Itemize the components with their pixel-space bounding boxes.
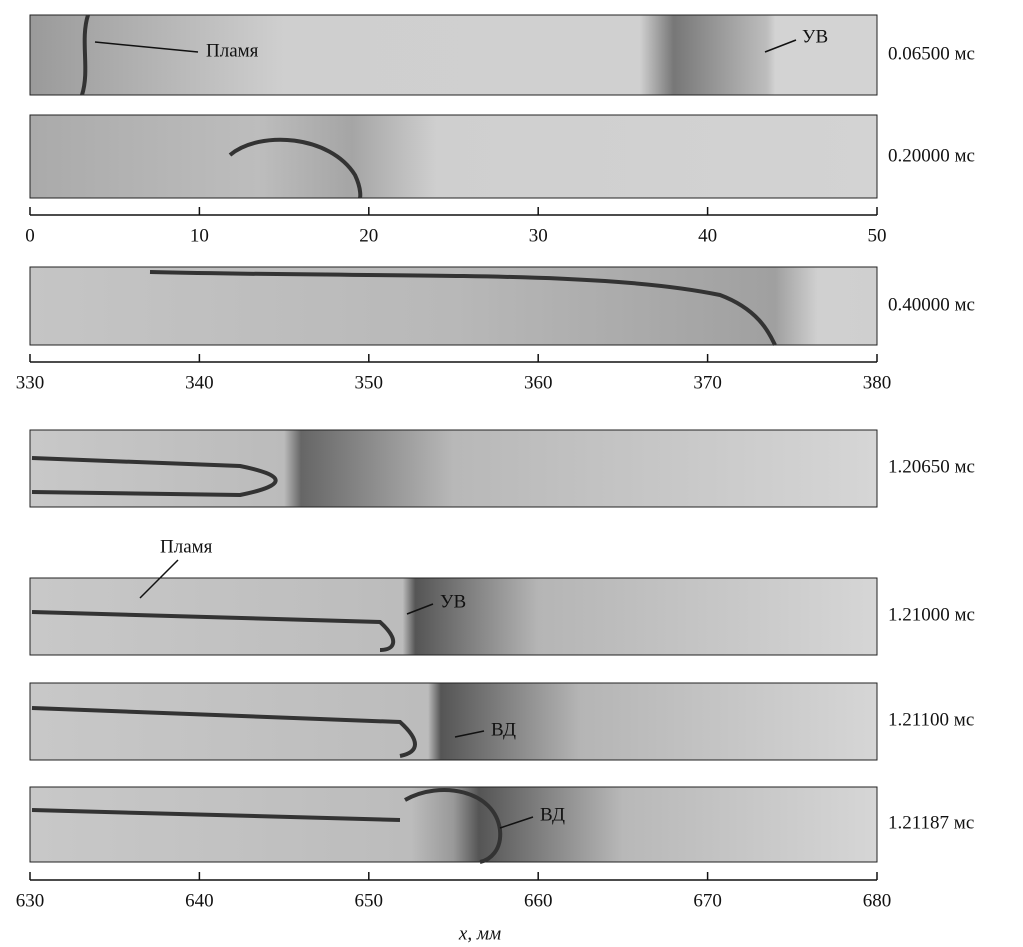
leaders: [94, 39, 797, 829]
panel-image: [29, 14, 878, 96]
flame-front: [31, 610, 396, 652]
panel-image: [29, 682, 878, 761]
tick-label: 360: [524, 372, 553, 393]
time-label: 1.20650 мс: [888, 456, 975, 477]
leader-line: [406, 603, 434, 615]
tick-label: 630: [16, 890, 45, 911]
time-label: 0.40000 мс: [888, 294, 975, 315]
panels: [29, 14, 878, 863]
flame-front: [31, 456, 278, 498]
annotation: Пламя: [160, 536, 213, 557]
annotation: ВД: [540, 804, 565, 825]
flame-front: [31, 808, 401, 822]
flame-front: [149, 270, 777, 346]
flame-fronts: [31, 14, 777, 864]
tick-label: 20: [359, 225, 378, 246]
panel-image: [29, 266, 878, 346]
time-label: 1.21100 мс: [888, 709, 974, 730]
flame-front: [404, 788, 503, 864]
leader-line: [139, 559, 179, 599]
tick-label: 660: [524, 890, 553, 911]
tick-label: 340: [185, 372, 214, 393]
panel-image: [29, 786, 878, 863]
tick-label: 650: [355, 890, 384, 911]
time-label: 0.06500 мс: [888, 43, 975, 64]
flame-front: [31, 706, 417, 758]
tick-label: 370: [693, 372, 722, 393]
leader-line: [764, 39, 797, 53]
leader-line: [94, 41, 199, 53]
tick-label: 640: [185, 890, 214, 911]
x-axis-label: x, мм: [458, 923, 501, 944]
tick-label: 670: [693, 890, 722, 911]
tick-label: 0: [25, 225, 35, 246]
flame-front: [80, 14, 90, 96]
flame-front: [228, 137, 363, 199]
tick-label: 10: [190, 225, 209, 246]
time-label: 1.21000 мс: [888, 604, 975, 625]
annotation: УВ: [440, 591, 466, 612]
annotation: УВ: [802, 26, 828, 47]
time-label: 0.20000 мс: [888, 145, 975, 166]
leader-line: [499, 816, 534, 829]
tick-label: 30: [529, 225, 548, 246]
tick-label: 50: [868, 225, 887, 246]
annotation: Пламя: [206, 40, 259, 61]
tick-label: 40: [698, 225, 717, 246]
annotation: ВД: [491, 719, 516, 740]
panel-image: [29, 114, 878, 199]
tick-label: 380: [863, 372, 892, 393]
time-label: 1.21187 мс: [888, 812, 974, 833]
tick-label: 680: [863, 890, 892, 911]
tick-label: 350: [355, 372, 384, 393]
tick-label: 330: [16, 372, 45, 393]
leader-line: [454, 730, 485, 738]
